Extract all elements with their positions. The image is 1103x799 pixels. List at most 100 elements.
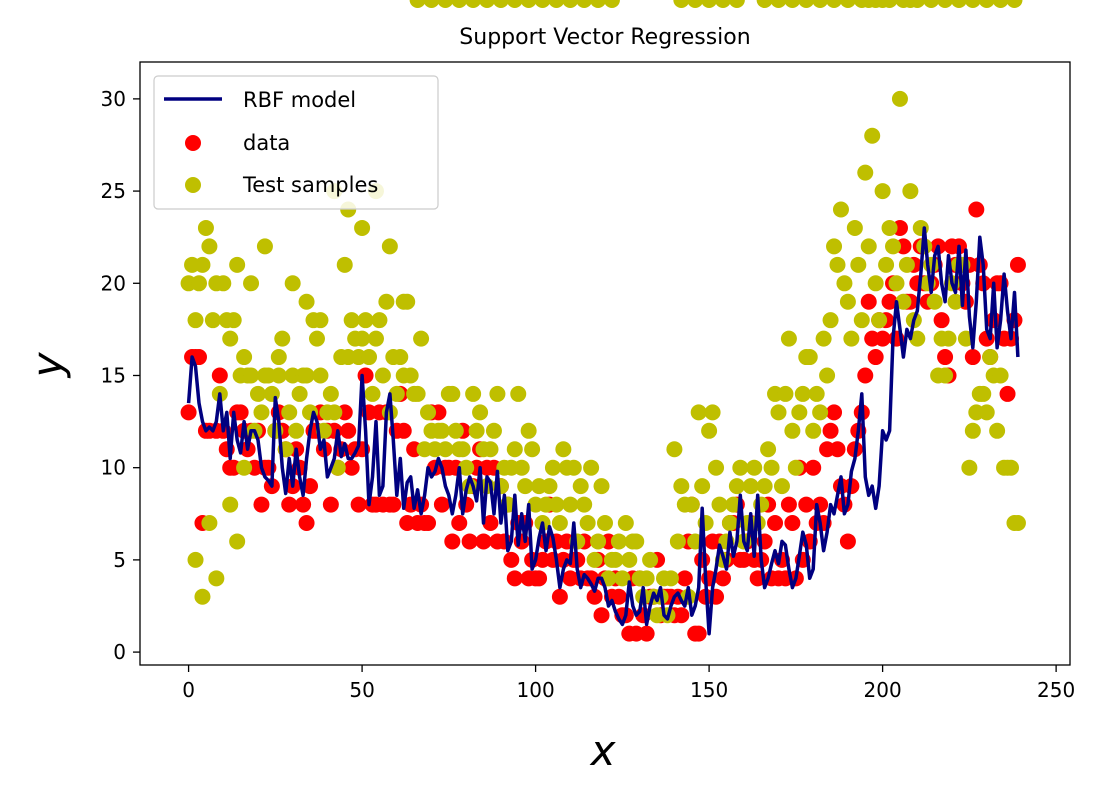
data-point [829,441,846,458]
legend-test-samples-label: Test samples [242,173,378,197]
data-point [676,570,693,587]
test-sample-point [909,330,926,347]
test-sample-point [669,533,686,550]
data-point [253,496,270,513]
test-sample-point [420,404,437,421]
data-point [295,496,312,513]
legend-data-marker [185,135,201,151]
test-sample-point [312,312,329,329]
data-point [874,330,891,347]
test-sample-point [492,0,509,8]
data-point [798,496,815,513]
x-tick-label: 100 [517,678,555,702]
data-point [812,496,829,513]
data-point [298,515,315,532]
test-sample-point [704,404,721,421]
test-sample-point [638,570,655,587]
test-sample-point [683,496,700,513]
test-sample-point [850,256,867,273]
data-point [322,496,339,513]
test-sample-point [222,330,239,347]
test-sample-point [812,0,829,8]
y-axis: 0 5 10 15 20 25 30 [101,87,140,664]
test-sample-point [673,0,690,8]
data-point [395,422,412,439]
test-sample-point [482,441,499,458]
data-point [340,422,357,439]
test-sample-point [437,0,454,8]
test-sample-point [423,0,440,8]
test-sample-point [760,441,777,458]
test-sample-point [898,256,915,273]
data-point [805,459,822,476]
data-point [780,496,797,513]
test-sample-point [197,219,214,236]
test-sample-point [1009,515,1026,532]
test-sample-point [409,385,426,402]
test-sample-point [343,312,360,329]
data-point [673,607,690,624]
data-point [444,533,461,550]
test-sample-point [555,441,572,458]
test-sample-point [298,293,315,310]
test-sample-point [787,459,804,476]
test-sample-point [551,515,568,532]
x-axis: 0 50 100 150 200 250 [182,665,1075,702]
test-sample-point [541,478,558,495]
test-sample-point [367,330,384,347]
test-sample-point [798,0,815,8]
test-sample-point [937,367,954,384]
test-sample-point [871,312,888,329]
test-sample-point [506,441,523,458]
test-sample-point [288,422,305,439]
test-sample-point [701,0,718,8]
test-sample-point [225,312,242,329]
data-point [694,551,711,568]
test-sample-point [201,238,218,255]
x-tick-label: 50 [349,678,374,702]
data-point [933,312,950,329]
data-point [610,588,627,605]
test-sample-point [812,404,829,421]
data-point [503,551,520,568]
test-sample-point [291,385,308,402]
data-point [385,496,402,513]
test-sample-point [361,349,378,366]
test-sample-point [270,349,287,366]
test-sample-point [1006,0,1023,8]
test-sample-point [978,404,995,421]
legend: RBF model data Test samples [153,75,439,210]
test-sample-point [603,0,620,8]
test-sample-point [860,238,877,255]
test-sample-point [801,349,818,366]
test-sample-point [690,404,707,421]
test-sample-point [794,385,811,402]
test-sample-point [506,0,523,8]
test-sample-point [586,551,603,568]
test-sample-point [714,0,731,8]
data-point [968,201,985,218]
test-sample-point [357,312,374,329]
test-sample-point [992,367,1009,384]
legend-data-label: data [243,131,290,155]
test-sample-point [773,478,790,495]
test-sample-point [607,551,624,568]
legend-box [153,75,439,210]
test-sample-point [465,0,482,8]
test-sample-point [826,0,843,8]
test-sample-point [548,0,565,8]
test-sample-point [284,275,301,292]
test-sample-point [447,422,464,439]
data-point [937,349,954,366]
test-sample-point [378,293,395,310]
data-point [180,404,197,421]
test-sample-point [201,515,218,532]
data-point [586,588,603,605]
test-sample-point [395,293,412,310]
test-sample-point [388,385,405,402]
data-point [451,515,468,532]
plot-area [180,0,1026,642]
test-sample-point [402,367,419,384]
test-sample-point [298,367,315,384]
test-sample-point [947,293,964,310]
